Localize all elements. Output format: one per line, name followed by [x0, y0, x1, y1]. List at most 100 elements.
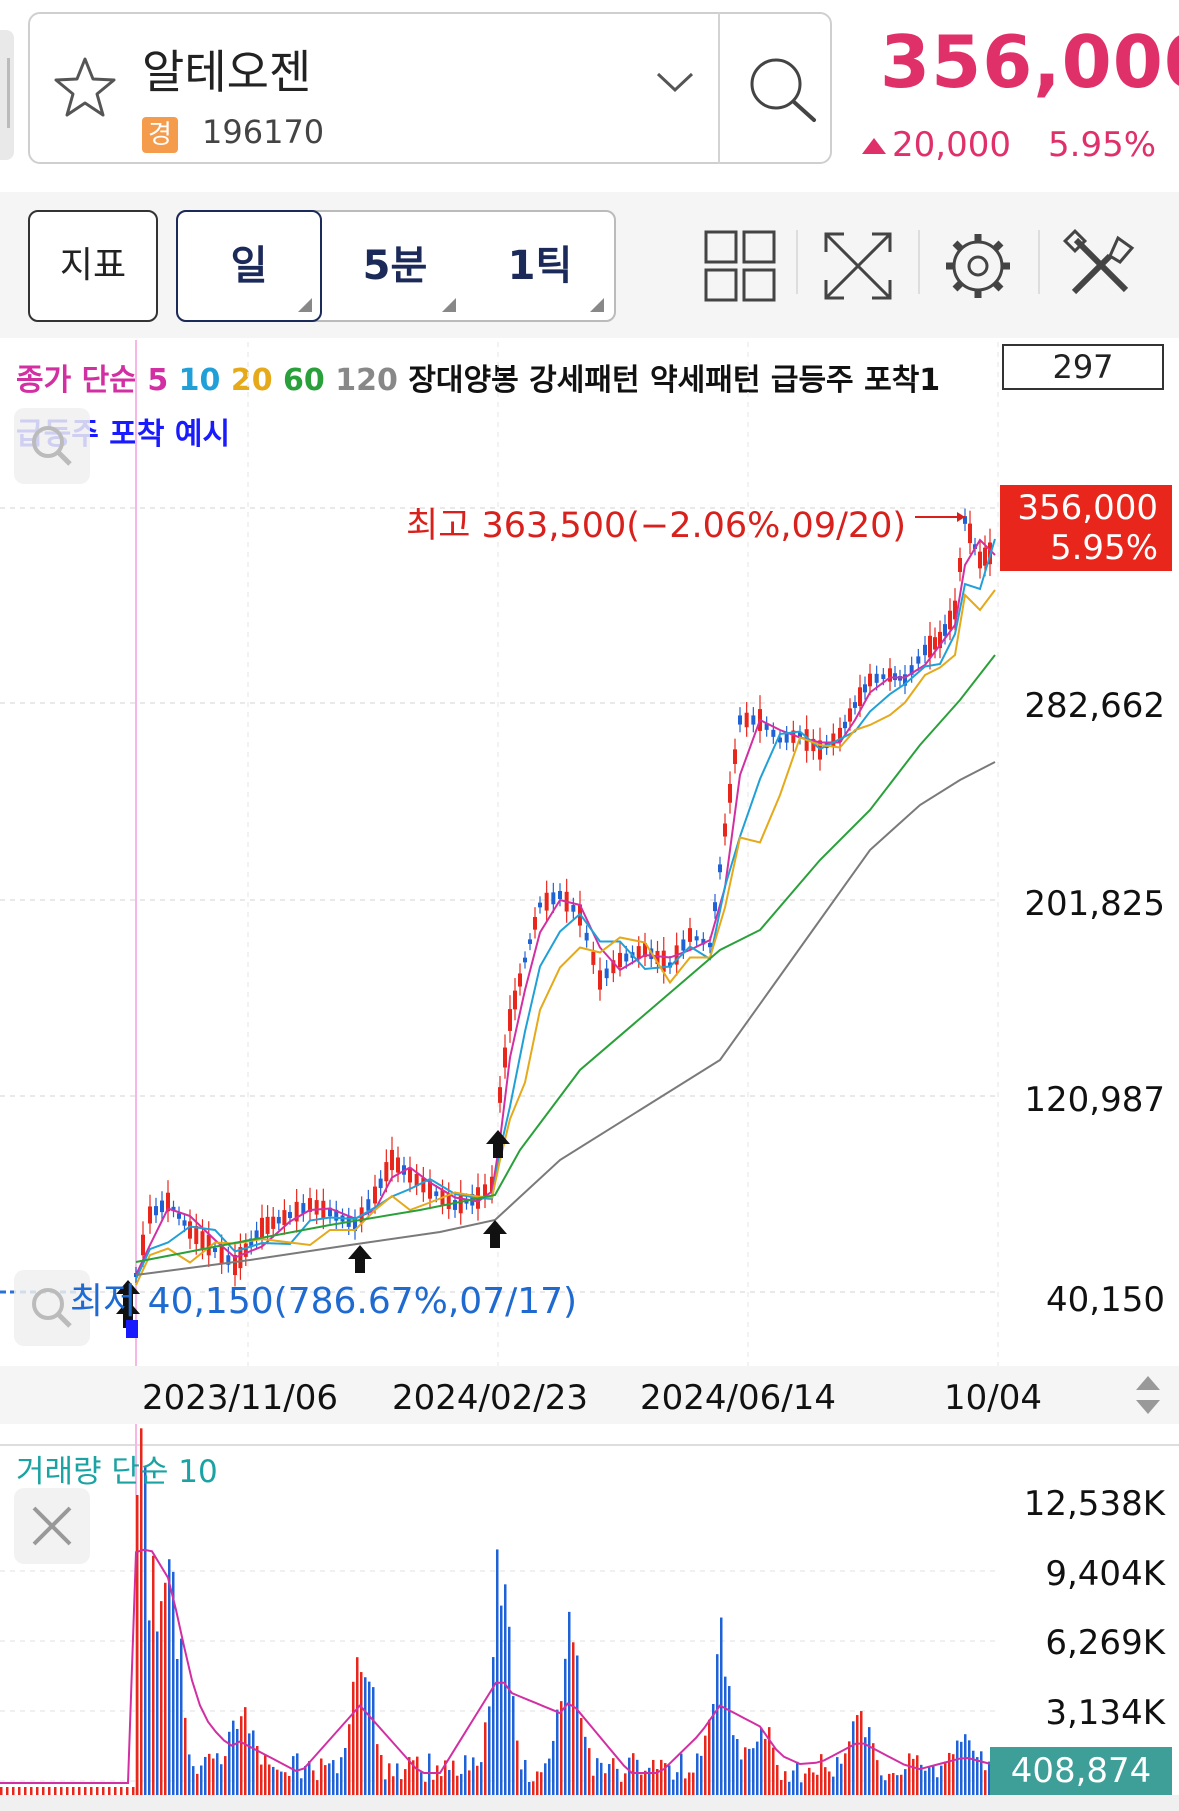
volume-bar [204, 1756, 207, 1795]
volume-bar [472, 1757, 475, 1795]
candle-body [948, 610, 952, 630]
volume-bar [688, 1772, 691, 1795]
candle-body [853, 702, 857, 708]
volume-bar [772, 1747, 775, 1795]
candle-body [538, 902, 542, 908]
volume-bar [308, 1761, 311, 1795]
volume-bar [708, 1719, 711, 1795]
candle-body [655, 950, 660, 965]
tools-icon[interactable] [1060, 226, 1140, 306]
candle-body [723, 823, 727, 837]
candle-body [254, 1230, 259, 1241]
volume-bar [460, 1773, 463, 1795]
volume-bar [452, 1760, 455, 1795]
candle-body [166, 1192, 170, 1212]
volume-bar [732, 1735, 735, 1795]
chevron-down-icon[interactable] [650, 62, 700, 102]
volume-bar [144, 1466, 147, 1795]
zoom-out-button[interactable] [14, 1270, 90, 1346]
volume-bar [148, 1620, 151, 1795]
period-tab-day[interactable]: 일 [230, 243, 268, 289]
volume-y-tick: 6,269K [1045, 1623, 1165, 1663]
candle-body [909, 665, 914, 675]
volume-bar [448, 1769, 451, 1795]
candle-body [243, 1243, 248, 1257]
min-price-label: 최저 40,150(786.67%,07/17) [70, 1281, 578, 1322]
y-tick-label: 201,825 [1024, 884, 1165, 924]
volume-bar [256, 1746, 259, 1795]
period-tab-5min[interactable]: 5분 [362, 243, 428, 289]
volume-ma-line [0, 1548, 993, 1784]
volume-bar [580, 1718, 583, 1795]
candle-body [618, 952, 622, 968]
candle-body [260, 1217, 264, 1239]
volume-bar [812, 1772, 815, 1795]
volume-bar [528, 1781, 531, 1795]
volume-bar [556, 1709, 559, 1795]
candle-body [498, 1087, 502, 1103]
volume-bar [984, 1770, 987, 1795]
candle-body [728, 783, 732, 803]
close-volume-button[interactable] [14, 1488, 90, 1564]
candle-body [182, 1220, 187, 1226]
volume-bar [544, 1763, 547, 1795]
candle-body [276, 1216, 281, 1224]
volume-bar [560, 1701, 563, 1795]
volume-bar [952, 1754, 955, 1795]
candle-body [778, 737, 782, 743]
volume-bar [652, 1759, 655, 1795]
candle-body [334, 1209, 339, 1221]
volume-bar [920, 1764, 923, 1795]
stock-code: 196170 [202, 113, 325, 151]
volume-bar [464, 1755, 467, 1795]
layout-grid-icon[interactable] [700, 226, 780, 306]
legend-patterns: 장대양봉 강세패턴 약세패턴 급등주 포착1 [408, 363, 941, 398]
volume-legend[interactable]: 거래량 단순 10 [16, 1454, 218, 1490]
candle-body [764, 723, 769, 730]
volume-bar [184, 1717, 187, 1795]
volume-bar [420, 1772, 423, 1795]
candle-count-box[interactable]: 297 [1002, 344, 1164, 390]
star-icon[interactable] [52, 55, 118, 121]
volume-bar [102, 1787, 105, 1795]
volume-bar [488, 1706, 491, 1795]
volume-bar [200, 1765, 203, 1795]
volume-bar [492, 1657, 495, 1795]
volume-bar [216, 1753, 219, 1795]
candle-body [194, 1225, 199, 1245]
volume-bar [480, 1762, 483, 1795]
candle-body [265, 1216, 270, 1234]
settings-gear-icon[interactable] [938, 226, 1018, 306]
corner-mark-icon [442, 298, 456, 312]
zoom-in-button[interactable] [14, 408, 90, 484]
volume-bar [296, 1753, 299, 1795]
indicator-legend[interactable]: 종가 단순 5 10 20 60 120 장대양봉 강세패턴 약세패턴 급등주 … [16, 355, 940, 399]
search-icon[interactable] [732, 44, 832, 134]
candle-body [744, 712, 749, 728]
volume-bar [368, 1681, 371, 1795]
volume-bar [948, 1752, 951, 1795]
candle-body [177, 1213, 181, 1219]
volume-bar [72, 1787, 75, 1795]
candle-body [611, 960, 616, 974]
volume-bar [832, 1776, 835, 1795]
volume-bar [320, 1758, 323, 1795]
side-handle[interactable] [0, 30, 14, 160]
volume-bar [416, 1756, 419, 1795]
volume-bar [616, 1768, 619, 1795]
volume-bar [564, 1658, 567, 1795]
period-tab-1tick[interactable]: 1틱 [507, 243, 573, 289]
indicator-button[interactable]: 지표 [28, 210, 158, 322]
candle-body [271, 1216, 276, 1229]
volume-bar [136, 1495, 139, 1795]
volume-bar [264, 1755, 267, 1795]
volume-bar [292, 1756, 295, 1795]
axis-scroll-icon[interactable] [1130, 1372, 1166, 1418]
volume-bar [524, 1759, 527, 1795]
fullscreen-icon[interactable] [818, 226, 898, 306]
volume-bar [168, 1559, 171, 1795]
price-chart[interactable] [0, 338, 1179, 1798]
volume-bar [916, 1755, 919, 1795]
volume-bar [508, 1626, 511, 1795]
candle-body [751, 715, 756, 725]
